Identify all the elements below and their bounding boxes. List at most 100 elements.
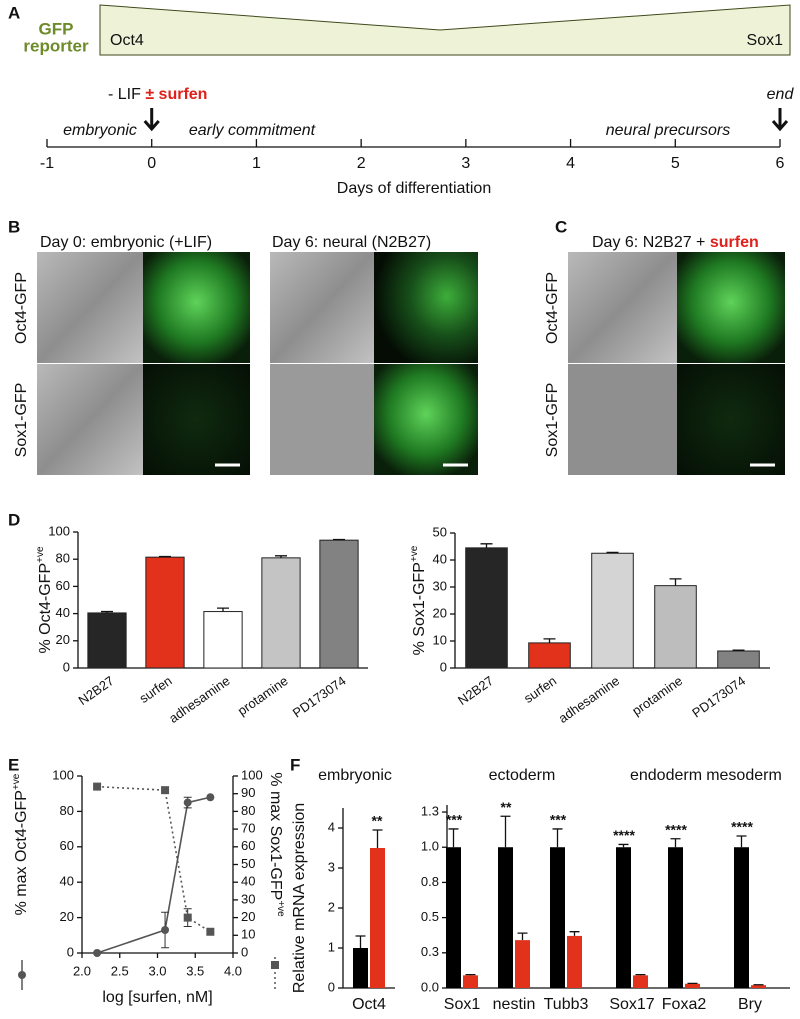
panel-label: F bbox=[290, 755, 300, 774]
x-tick-label: surfen bbox=[521, 673, 559, 706]
y2-tick-label: 0 bbox=[241, 944, 248, 959]
brightfield-image bbox=[568, 252, 677, 363]
event-highlight: ± surfen bbox=[145, 86, 207, 103]
image-title: Day 6: neural (N2B27) bbox=[272, 234, 431, 251]
y-tick-label: 2 bbox=[328, 899, 335, 914]
axis-title-text: % Sox1-GFP bbox=[411, 562, 428, 655]
y-tick-label: 80 bbox=[56, 551, 70, 566]
x-tick-label: surfen bbox=[136, 673, 174, 706]
y2-tick-label: 10 bbox=[241, 927, 255, 942]
x-tick-label: N2B27 bbox=[76, 673, 117, 708]
y2-tick-label: 70 bbox=[241, 821, 255, 836]
x-tick-label: 3 bbox=[461, 155, 470, 172]
y-tick-label: 0 bbox=[67, 944, 74, 959]
error-bar bbox=[569, 931, 580, 936]
event-label: - LIF ± surfen bbox=[108, 86, 207, 103]
y-tick-label: 4 bbox=[328, 819, 335, 834]
axis-title: % Sox1-GFP+ve bbox=[409, 545, 428, 655]
title-text: Day 6: N2B27 + bbox=[592, 234, 705, 251]
event-arrow bbox=[771, 108, 789, 132]
row-label: Oct4-GFP bbox=[13, 272, 30, 344]
bar bbox=[685, 983, 700, 988]
event-arrow bbox=[143, 108, 160, 132]
marker bbox=[93, 949, 102, 957]
x-tick-label: protamine bbox=[235, 673, 291, 718]
phase-label: early commitment bbox=[189, 122, 316, 139]
error-bar bbox=[736, 835, 747, 848]
bar bbox=[567, 935, 582, 988]
legend-icon bbox=[18, 957, 279, 990]
bar bbox=[591, 552, 634, 669]
x-tick-label: 4.0 bbox=[224, 963, 242, 978]
gradient-shape bbox=[99, 4, 791, 56]
panel-label: B bbox=[8, 217, 20, 236]
error-bar bbox=[732, 649, 745, 651]
series-line bbox=[97, 785, 211, 933]
group-label: endoderm bbox=[630, 767, 702, 784]
brightfield-image bbox=[37, 364, 143, 475]
marker bbox=[183, 798, 192, 807]
axis-title-sup: +ve bbox=[35, 546, 46, 563]
panel-label: A bbox=[8, 3, 20, 22]
bar bbox=[465, 547, 508, 669]
bar bbox=[463, 975, 478, 988]
y-tick-label: 0.3 bbox=[421, 944, 439, 959]
significance-label: *** bbox=[550, 812, 567, 828]
x-tick-label: 5 bbox=[671, 155, 680, 172]
error-bar bbox=[333, 538, 345, 541]
x-tick-label: adhesamine bbox=[166, 673, 233, 726]
bar bbox=[528, 642, 571, 669]
marker bbox=[206, 927, 215, 936]
fluorescence-image bbox=[677, 364, 785, 475]
y-tick-label: 3 bbox=[328, 859, 335, 874]
x-tick-label: 0 bbox=[147, 155, 156, 172]
bar bbox=[751, 985, 766, 988]
y-tick-label: 1 bbox=[328, 939, 335, 954]
error-bar bbox=[606, 551, 619, 554]
bar bbox=[203, 611, 243, 669]
micrographs bbox=[37, 252, 478, 475]
event-label: end bbox=[767, 86, 795, 103]
error-bar bbox=[480, 543, 493, 548]
group-label: mesoderm bbox=[706, 767, 782, 784]
error-bar bbox=[517, 932, 528, 941]
y-tick-label: 30 bbox=[433, 578, 447, 593]
x-tick-label: -1 bbox=[40, 155, 54, 172]
bar bbox=[734, 847, 749, 988]
x-tick-label: Foxa2 bbox=[662, 996, 707, 1013]
phase-label: neural precursors bbox=[606, 122, 731, 139]
x-axis-title: log [surfen, nM] bbox=[102, 989, 212, 1006]
image-title: Day 0: embryonic (+LIF) bbox=[40, 234, 212, 251]
axis-title-text: % Oct4-GFP bbox=[37, 563, 54, 654]
error-bar bbox=[670, 838, 681, 848]
y-tick-label: 60 bbox=[60, 838, 74, 853]
y-tick-label: 50 bbox=[433, 524, 447, 539]
x-tick-label: nestin bbox=[493, 996, 536, 1013]
y-tick-label: 0.0 bbox=[421, 979, 439, 994]
bar bbox=[515, 940, 530, 988]
group-label: ectoderm bbox=[489, 767, 556, 784]
error-bar bbox=[101, 610, 113, 613]
bar bbox=[668, 847, 683, 988]
marker bbox=[93, 782, 102, 791]
micrographs bbox=[568, 252, 785, 475]
axis-title-sup: +ve bbox=[409, 545, 420, 562]
panel-label: E bbox=[8, 755, 19, 774]
series-line bbox=[96, 796, 211, 954]
bar bbox=[498, 847, 513, 988]
x-tick-label: 3.5 bbox=[186, 963, 204, 978]
y-tick-label: 10 bbox=[433, 632, 447, 647]
y2-tick-label: 90 bbox=[241, 785, 255, 800]
event-text: end bbox=[767, 86, 795, 103]
significance-label: **** bbox=[731, 819, 753, 835]
error-bar bbox=[500, 815, 511, 848]
y2-tick-label: 60 bbox=[241, 838, 255, 853]
fluorescence-image bbox=[374, 364, 478, 475]
error-bar bbox=[275, 555, 287, 558]
row-label: Sox1-GFP bbox=[544, 383, 561, 458]
y-tick-label: 40 bbox=[56, 605, 70, 620]
y-tick-label: 20 bbox=[60, 909, 74, 924]
bar bbox=[87, 612, 127, 669]
y-tick-label: 1.3 bbox=[421, 803, 439, 818]
bar bbox=[654, 585, 697, 669]
